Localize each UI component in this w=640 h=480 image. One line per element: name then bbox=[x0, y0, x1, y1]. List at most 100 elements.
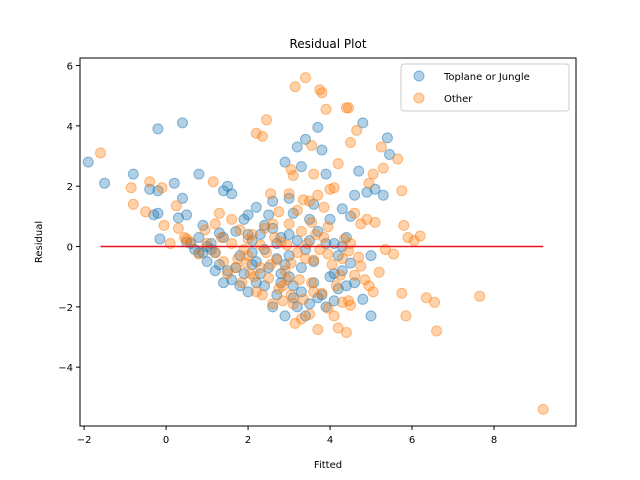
y-tick-label: 4 bbox=[67, 122, 73, 133]
point-other-71 bbox=[318, 232, 330, 243]
point-toplane-or-jungle-30 bbox=[242, 209, 254, 221]
point-other-39 bbox=[158, 219, 170, 231]
point-toplane-or-jungle-57 bbox=[353, 165, 365, 177]
point-other-8 bbox=[351, 124, 363, 136]
point-other-129 bbox=[246, 229, 258, 240]
point-other-53 bbox=[349, 207, 361, 219]
point-toplane-or-jungle-13 bbox=[172, 212, 184, 224]
scatter-points bbox=[82, 72, 549, 415]
point-other-113 bbox=[340, 327, 352, 338]
point-other-26 bbox=[402, 232, 414, 243]
point-other-73 bbox=[336, 253, 348, 265]
point-toplane-or-jungle-62 bbox=[377, 189, 389, 201]
point-other-0 bbox=[95, 147, 106, 159]
point-other-96 bbox=[263, 272, 275, 284]
point-other-36 bbox=[172, 222, 184, 234]
point-toplane-or-jungle-125 bbox=[340, 280, 352, 292]
point-other-48 bbox=[297, 194, 309, 206]
point-other-11 bbox=[256, 130, 268, 142]
point-toplane-or-jungle-96 bbox=[201, 256, 213, 268]
point-other-108 bbox=[328, 310, 340, 322]
point-other-97 bbox=[267, 298, 279, 310]
point-toplane-or-jungle-2 bbox=[82, 156, 94, 168]
legend: Toplane or Jungle Other bbox=[400, 63, 570, 112]
chart-title: Residual Plot bbox=[289, 37, 366, 51]
point-toplane-or-jungle-68 bbox=[345, 257, 356, 269]
point-other-45 bbox=[267, 218, 279, 230]
point-other-139 bbox=[283, 218, 295, 230]
point-toplane-or-jungle-88 bbox=[242, 286, 254, 298]
point-other-100 bbox=[281, 274, 293, 286]
y-tick-label: −4 bbox=[58, 363, 73, 374]
y-tick-label: 0 bbox=[67, 243, 73, 254]
point-other-5 bbox=[320, 103, 332, 115]
point-other-114 bbox=[345, 299, 356, 311]
point-other-33 bbox=[144, 176, 156, 188]
point-other-123 bbox=[310, 229, 322, 240]
point-toplane-or-jungle-64 bbox=[384, 149, 395, 160]
point-toplane-or-jungle-43 bbox=[295, 161, 307, 173]
legend-marker-toplane-or-jungle bbox=[413, 70, 425, 82]
point-toplane-or-jungle-47 bbox=[312, 121, 324, 133]
point-other-23 bbox=[392, 153, 404, 165]
point-other-46 bbox=[283, 188, 295, 200]
point-other-61 bbox=[254, 239, 266, 251]
point-other-62 bbox=[261, 247, 272, 259]
point-other-99 bbox=[277, 295, 289, 307]
x-tick-label: 8 bbox=[491, 435, 497, 446]
point-other-143 bbox=[353, 251, 365, 263]
point-toplane-or-jungle-48 bbox=[316, 144, 328, 156]
point-toplane-or-jungle-106 bbox=[291, 235, 303, 246]
point-toplane-or-jungle-58 bbox=[357, 117, 369, 129]
point-other-115 bbox=[254, 262, 266, 274]
point-other-16 bbox=[332, 158, 344, 170]
point-other-24 bbox=[396, 185, 408, 197]
point-toplane-or-jungle-3 bbox=[99, 177, 111, 189]
point-other-58 bbox=[226, 213, 238, 225]
legend-label-toplane-or-jungle: Toplane or Jungle bbox=[443, 72, 530, 83]
point-toplane-or-jungle-1 bbox=[177, 117, 188, 129]
point-toplane-or-jungle-35 bbox=[263, 209, 275, 221]
point-other-125 bbox=[330, 280, 342, 292]
y-axis-ticks: −4 −2 0 2 4 6 bbox=[58, 62, 80, 374]
point-toplane-or-jungle-79 bbox=[279, 310, 291, 322]
point-other-101 bbox=[285, 289, 297, 301]
point-other-51 bbox=[318, 201, 330, 213]
point-other-80 bbox=[373, 266, 385, 278]
point-toplane-or-jungle-92 bbox=[226, 274, 238, 286]
point-other-67 bbox=[295, 225, 307, 237]
point-toplane-or-jungle-82 bbox=[267, 301, 279, 313]
point-toplane-or-jungle-63 bbox=[381, 132, 393, 144]
point-toplane-or-jungle-17 bbox=[193, 232, 205, 243]
point-other-118 bbox=[279, 265, 291, 277]
point-other-146 bbox=[277, 280, 289, 292]
point-other-84 bbox=[429, 296, 441, 308]
point-other-131 bbox=[193, 248, 205, 260]
point-toplane-or-jungle-39 bbox=[279, 156, 291, 168]
point-other-19 bbox=[308, 168, 320, 180]
point-other-87 bbox=[537, 403, 549, 415]
point-other-140 bbox=[273, 206, 285, 218]
point-toplane-or-jungle-67 bbox=[349, 277, 361, 289]
point-other-1 bbox=[300, 72, 311, 84]
point-other-21 bbox=[363, 177, 375, 189]
legend-label-other: Other bbox=[444, 94, 473, 105]
point-other-69 bbox=[308, 254, 320, 266]
point-toplane-or-jungle-56 bbox=[349, 189, 361, 201]
point-other-91 bbox=[230, 262, 242, 274]
point-other-4 bbox=[316, 87, 328, 99]
point-toplane-or-jungle-60 bbox=[365, 250, 377, 262]
point-toplane-or-jungle-14 bbox=[154, 233, 166, 245]
point-other-88 bbox=[209, 247, 221, 259]
point-other-116 bbox=[265, 259, 277, 271]
point-toplane-or-jungle-4 bbox=[127, 168, 139, 180]
point-other-49 bbox=[324, 183, 336, 195]
point-toplane-or-jungle-7 bbox=[168, 177, 180, 189]
point-other-144 bbox=[248, 271, 260, 283]
point-other-22 bbox=[367, 168, 379, 180]
point-other-13 bbox=[345, 137, 356, 148]
point-other-40 bbox=[207, 176, 219, 188]
point-toplane-or-jungle-95 bbox=[209, 265, 221, 277]
y-tick-label: 6 bbox=[67, 62, 73, 73]
point-other-105 bbox=[312, 324, 324, 335]
